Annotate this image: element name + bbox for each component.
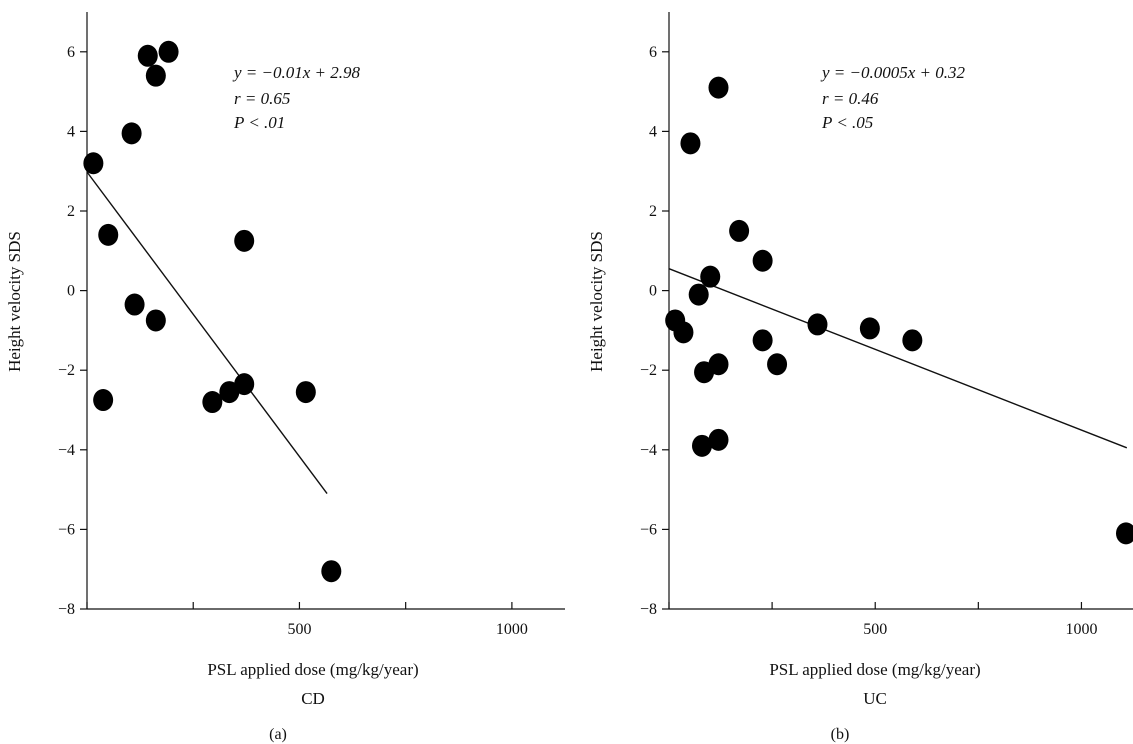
y-tick-label-cd: 0	[67, 283, 75, 300]
data-point-cd	[145, 309, 166, 332]
data-point-uc	[688, 283, 709, 306]
y-tick-label-uc: 6	[649, 44, 657, 61]
y-tick-label-uc: 2	[649, 203, 657, 220]
y-ticks-uc: −8 −6 −4 −2 0 2 4 6	[640, 44, 669, 618]
regression-line-cd	[86, 171, 328, 494]
data-point-cd	[93, 389, 114, 412]
r-value-uc: r = 0.46	[822, 89, 879, 108]
group-label-uc: UC	[863, 689, 887, 708]
y-tick-label-cd: 4	[67, 123, 75, 140]
data-point-cd	[145, 64, 166, 87]
y-tick-label-cd: −4	[58, 442, 75, 459]
data-point-uc	[752, 329, 773, 352]
data-point-uc	[1115, 522, 1133, 545]
points-uc	[665, 76, 1133, 545]
r-value-cd: r = 0.65	[234, 89, 290, 108]
x-ticks-uc: 500 1000	[668, 602, 1097, 638]
y-tick-label-uc: −8	[640, 601, 657, 618]
y-tick-label-uc: −2	[640, 362, 657, 379]
x-tick-label-uc: 1000	[1065, 621, 1097, 638]
data-point-uc	[859, 317, 880, 340]
panel-cd: −8 −6 −4 −2 0 2 4 6 500 1000 y = −0.01x + 2.98 r…	[5, 12, 565, 743]
y-tick-label-uc: 0	[649, 283, 657, 300]
data-point-uc	[673, 321, 694, 344]
y-tick-label-cd: −2	[58, 362, 75, 379]
y-axis-title-uc: Height velocity SDS	[587, 231, 606, 372]
data-point-cd	[234, 229, 255, 252]
regression-line-uc	[668, 268, 1128, 449]
data-point-cd	[295, 381, 316, 404]
x-axis-title-uc: PSL applied dose (mg/kg/year)	[769, 660, 980, 679]
y-tick-label-uc: −4	[640, 442, 657, 459]
data-point-uc	[752, 249, 773, 272]
data-point-cd	[83, 152, 104, 175]
data-point-cd	[98, 223, 119, 246]
data-point-uc	[680, 132, 701, 155]
data-point-cd	[321, 560, 342, 583]
data-point-uc	[691, 434, 712, 457]
data-point-cd	[137, 44, 158, 67]
points-cd	[83, 40, 342, 583]
p-value-cd: P < .01	[233, 113, 285, 132]
data-point-cd	[124, 293, 145, 316]
panel-label-a: (a)	[269, 726, 287, 743]
y-tick-label-cd: −6	[58, 521, 75, 538]
y-ticks-cd: −8 −6 −4 −2 0 2 4 6	[58, 44, 87, 618]
data-point-uc	[767, 353, 788, 376]
data-point-cd	[234, 373, 255, 396]
data-point-cd	[219, 381, 240, 404]
y-tick-label-cd: 2	[67, 203, 75, 220]
data-point-cd	[202, 391, 223, 414]
data-point-uc	[700, 265, 721, 288]
data-point-uc	[708, 76, 729, 99]
data-point-uc	[902, 329, 923, 352]
data-point-cd	[121, 122, 142, 145]
x-tick-label-cd: 1000	[496, 621, 528, 638]
equation-cd: y = −0.01x + 2.98	[232, 63, 361, 82]
y-axis-title-cd: Height velocity SDS	[5, 231, 24, 372]
x-axis-title-cd: PSL applied dose (mg/kg/year)	[207, 660, 418, 679]
data-point-uc	[694, 361, 715, 384]
panel-uc: −8 −6 −4 −2 0 2 4 6 500 1000 y = −0.0005x + 0.32…	[587, 12, 1133, 743]
equation-uc: y = −0.0005x + 0.32	[820, 63, 966, 82]
y-tick-label-uc: −6	[640, 521, 657, 538]
y-tick-label-cd: −8	[58, 601, 75, 618]
y-tick-label-uc: 4	[649, 123, 657, 140]
group-label-cd: CD	[301, 689, 325, 708]
x-ticks-cd: 500 1000	[86, 602, 528, 638]
x-tick-label-cd: 500	[287, 621, 311, 638]
y-tick-label-cd: 6	[67, 44, 75, 61]
data-point-uc	[708, 428, 729, 451]
x-tick-label-uc: 500	[863, 621, 887, 638]
panel-label-b: (b)	[831, 726, 850, 743]
data-point-uc	[729, 219, 750, 242]
data-point-cd	[158, 40, 179, 63]
data-point-uc	[807, 313, 828, 336]
p-value-uc: P < .05	[821, 113, 873, 132]
